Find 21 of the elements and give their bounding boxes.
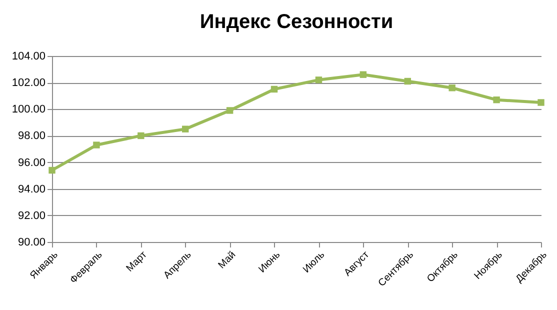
point xyxy=(93,142,100,148)
y-tick-label: 96.00 xyxy=(18,156,46,169)
y-tick-label: 100.00 xyxy=(12,104,46,116)
chart-title: Индекс Сезонности xyxy=(200,11,394,33)
y-tick-label: 98.00 xyxy=(18,130,46,142)
point xyxy=(182,126,189,132)
y-tick-label: 94.00 xyxy=(18,183,46,196)
point xyxy=(360,71,367,78)
y-tick-label: 102.00 xyxy=(12,77,46,90)
y-tick-label: 104.00 xyxy=(12,50,46,62)
point xyxy=(270,86,278,93)
point xyxy=(493,96,500,104)
point xyxy=(48,166,56,174)
point xyxy=(538,99,544,106)
point xyxy=(315,76,322,84)
y-tick-label: 92.00 xyxy=(18,210,46,222)
point xyxy=(404,78,411,85)
point xyxy=(448,84,456,92)
point xyxy=(226,107,234,114)
y-tick-label: 90.00 xyxy=(18,236,46,248)
point xyxy=(138,132,144,140)
